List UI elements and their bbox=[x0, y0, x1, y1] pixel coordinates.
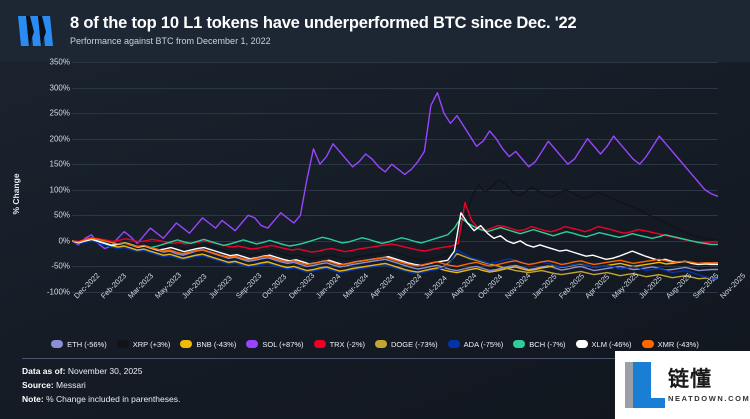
grid-line bbox=[72, 240, 718, 242]
legend-swatch-ada bbox=[447, 340, 460, 348]
watermark: 链懂 NEATDOWN.COM bbox=[615, 351, 750, 419]
y-axis-tick: 200% bbox=[49, 134, 70, 144]
footer-note-key: Note: bbox=[22, 394, 44, 404]
footer-note-value: % Change included in parentheses. bbox=[46, 394, 181, 404]
legend-item-bnb[interactable]: BNB (-43%) bbox=[180, 340, 236, 349]
legend-label-sol: SOL (+87%) bbox=[262, 339, 304, 349]
legend-swatch-sol bbox=[246, 340, 259, 348]
footer-data-as-of-value: November 30, 2025 bbox=[67, 366, 143, 376]
footer-source-key: Source: bbox=[22, 380, 54, 390]
page-subtitle: Performance against BTC from December 1,… bbox=[70, 36, 271, 46]
grid-line bbox=[72, 113, 718, 115]
footer-data-as-of: Data as of: November 30, 2025 bbox=[22, 364, 522, 378]
y-axis-tick: 250% bbox=[49, 108, 70, 118]
chart-plot-lines bbox=[72, 62, 718, 292]
legend-swatch-bch bbox=[513, 340, 526, 348]
legend-item-eth[interactable]: ETH (-56%) bbox=[51, 340, 107, 349]
legend-swatch-bnb bbox=[180, 340, 193, 348]
x-axis-tick: Nov-2025 bbox=[718, 270, 748, 301]
series-line-sol bbox=[72, 93, 718, 249]
grid-line bbox=[72, 138, 718, 140]
legend-item-xmr[interactable]: XMR (-43%) bbox=[641, 339, 699, 349]
legend-label-xrp: XRP (+3%) bbox=[132, 339, 171, 349]
legend-swatch-eth bbox=[51, 340, 64, 348]
series-line-bnb bbox=[72, 240, 718, 273]
watermark-cn: 链懂 bbox=[668, 367, 712, 391]
grid-line bbox=[72, 62, 718, 63]
neatdown-l-logo-icon bbox=[621, 360, 665, 410]
legend-item-bch[interactable]: BCH (-7%) bbox=[513, 339, 566, 349]
series-line-ada bbox=[72, 241, 718, 279]
series-line-xrp bbox=[72, 180, 718, 261]
plot-area: % Change 350% 300% 250% 200% 150% 100% 50% 0% -5… bbox=[0, 58, 750, 328]
watermark-en: NEATDOWN.COM bbox=[668, 393, 750, 403]
legend-label-doge: DOGE (-73%) bbox=[390, 339, 438, 349]
series-line-bch bbox=[72, 218, 718, 248]
legend-item-xlm[interactable]: XLM (-46%) bbox=[575, 339, 632, 349]
legend-label-bch: BCH (-7%) bbox=[529, 339, 566, 349]
legend-label-xlm: XLM (-46%) bbox=[591, 339, 632, 349]
y-axis-tick: -100% bbox=[46, 287, 70, 297]
x-axis-ticks: Dec-2022 Feb-2023 Mar-2023 May-2023 Jun-2023… bbox=[72, 270, 747, 328]
legend-label-xmr: XMR (-43%) bbox=[657, 339, 699, 349]
watermark-text: 链懂 NEATDOWN.COM bbox=[668, 368, 750, 403]
page-title: 8 of the top 10 L1 tokens have underperf… bbox=[70, 14, 577, 32]
grid-line bbox=[72, 215, 718, 217]
grid-line bbox=[72, 87, 718, 89]
footer-source: Source: Messari bbox=[22, 378, 522, 392]
footer-source-value: Messari bbox=[56, 380, 86, 390]
legend-item-doge[interactable]: DOGE (-73%) bbox=[374, 339, 438, 349]
y-axis-tick: 50% bbox=[53, 210, 70, 220]
legend-swatch-xmr bbox=[641, 340, 654, 348]
y-axis-tick: -50% bbox=[51, 261, 70, 271]
footer-data-as-of-key: Data as of: bbox=[22, 366, 66, 376]
series-line-xmr bbox=[72, 238, 718, 266]
footer-divider bbox=[22, 358, 728, 359]
header-text-block: 8 of the top 10 L1 tokens have underperf… bbox=[70, 14, 577, 48]
legend-swatch-doge bbox=[374, 340, 387, 348]
legend-swatch-xrp bbox=[116, 340, 129, 348]
legend-label-ada: ADA (-75%) bbox=[463, 339, 504, 349]
series-line-eth bbox=[72, 238, 718, 271]
messari-logo-icon bbox=[16, 12, 58, 50]
legend-item-ada[interactable]: ADA (-75%) bbox=[447, 339, 504, 349]
legend-label-bnb: BNB (-43%) bbox=[196, 339, 237, 349]
legend-swatch-trx bbox=[313, 340, 326, 348]
legend-item-sol[interactable]: SOL (+87%) bbox=[246, 339, 304, 349]
grid-line bbox=[72, 164, 718, 166]
grid-line bbox=[72, 189, 718, 191]
legend-label-eth: ETH (-56%) bbox=[67, 339, 107, 349]
y-axis-tick: 300% bbox=[49, 83, 70, 93]
chart-footer: Data as of: November 30, 2025 Source: Me… bbox=[22, 364, 522, 406]
y-axis-label: % Change bbox=[11, 173, 21, 215]
y-axis-tick: 100% bbox=[49, 185, 70, 195]
series-line-trx bbox=[72, 203, 718, 253]
y-axis-tick: 150% bbox=[49, 159, 70, 169]
legend-item-xrp[interactable]: XRP (+3%) bbox=[116, 339, 171, 349]
y-axis-tick: 350% bbox=[49, 57, 70, 67]
legend-label-trx: TRX (-2%) bbox=[329, 339, 365, 349]
chart-header: 8 of the top 10 L1 tokens have underperf… bbox=[0, 0, 750, 62]
chart-legend: ETH (-56%) XRP (+3%) BNB (-43%) SOL (+87%) T… bbox=[0, 334, 750, 354]
series-line-xlm bbox=[72, 213, 718, 266]
legend-swatch-xlm bbox=[575, 340, 588, 348]
grid-line bbox=[72, 292, 718, 293]
footer-note: Note: % Change included in parentheses. bbox=[22, 392, 522, 406]
y-axis-tick: 0% bbox=[58, 236, 70, 246]
legend-item-trx[interactable]: TRX (-2%) bbox=[313, 339, 365, 349]
y-axis-ticks: 350% 300% 250% 200% 150% 100% 50% 0% -50% -100% bbox=[22, 58, 70, 297]
